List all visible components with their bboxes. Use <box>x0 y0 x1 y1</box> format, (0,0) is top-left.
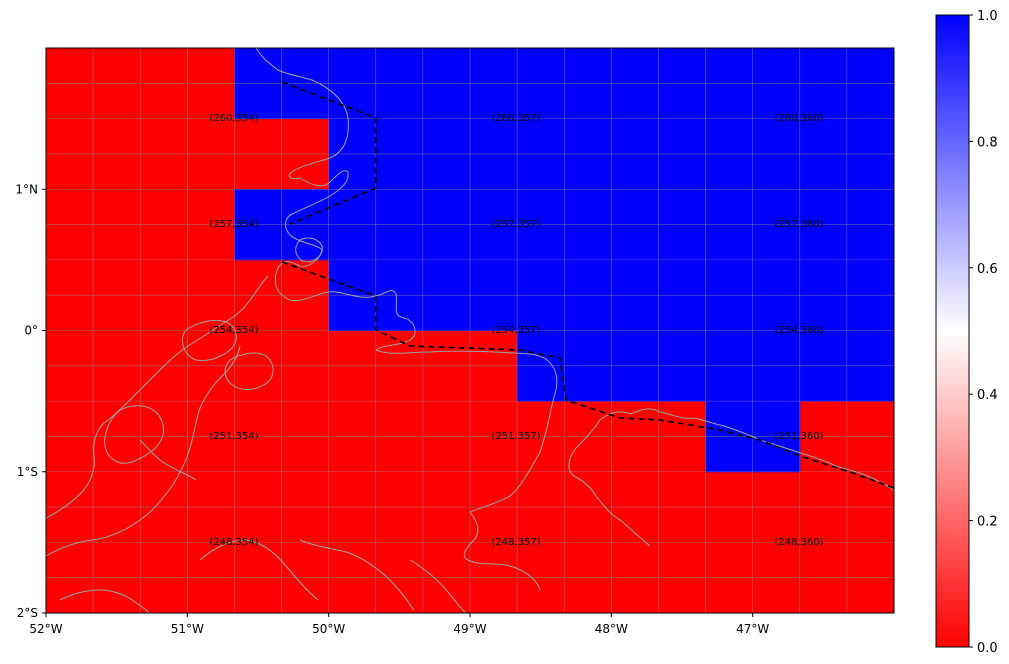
colorbar-gradient <box>935 14 970 648</box>
cell-label: (254,360) <box>774 325 823 336</box>
cell-label: (257,360) <box>774 219 823 230</box>
coastline <box>45 47 895 614</box>
y-tick-label: 0° <box>24 324 38 338</box>
boundary-line <box>281 81 895 489</box>
cell-label: (257,357) <box>491 219 540 230</box>
cell-label: (260,354) <box>209 113 258 124</box>
cell-labels: (260,354) (260,357) (260,360) (257,354) (257… <box>209 113 823 548</box>
colorbar: 0.0 0.2 0.4 0.6 0.8 1.0 <box>935 9 998 656</box>
x-tick-label: 49°W <box>453 622 486 636</box>
colorbar-tick-label: 0.2 <box>977 515 998 530</box>
colorbar-tick-label: 0.0 <box>977 641 998 656</box>
cell-label: (251,354) <box>209 431 258 442</box>
cell-label: (254,354) <box>209 325 258 336</box>
colorbar-tick-label: 1.0 <box>977 9 998 24</box>
x-tick-label: 52°W <box>29 622 62 636</box>
cell-label: (251,357) <box>491 431 540 442</box>
gridlines <box>46 48 894 613</box>
cell-label: (248,360) <box>774 537 823 548</box>
cell-label: (260,357) <box>491 113 540 124</box>
colorbar-tick-label: 0.4 <box>977 388 998 403</box>
colorbar-ticks: 0.0 0.2 0.4 0.6 0.8 1.0 <box>969 9 998 656</box>
cell-label: (257,354) <box>209 219 258 230</box>
y-tick-label: 1°S <box>17 465 38 479</box>
x-tick-label: 47°W <box>736 622 769 636</box>
map-panel: (260,354) (260,357) (260,360) (257,354) (257… <box>45 47 895 614</box>
y-tick-label: 1°N <box>15 182 38 196</box>
x-tick-label: 50°W <box>312 622 345 636</box>
x-tick-label: 51°W <box>171 622 204 636</box>
cell-label: (251,360) <box>774 431 823 442</box>
cell-label: (248,357) <box>491 537 540 548</box>
y-tick-label: 2°S <box>17 606 38 620</box>
y-axis: 2°S 1°S 0° 1°N <box>15 182 46 620</box>
cell-label: (248,354) <box>209 537 258 548</box>
colorbar-tick-label: 0.8 <box>977 135 998 150</box>
cell-label: (260,360) <box>774 113 823 124</box>
x-axis: 52°W 51°W 50°W 49°W 48°W 47°W <box>29 613 769 636</box>
colorbar-tick-label: 0.6 <box>977 262 998 277</box>
cell-label: (254,357) <box>491 325 540 336</box>
x-tick-label: 48°W <box>595 622 628 636</box>
